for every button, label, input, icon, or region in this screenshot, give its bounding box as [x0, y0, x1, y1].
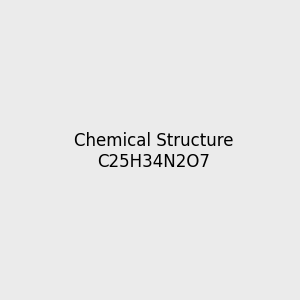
Text: Chemical Structure
C25H34N2O7: Chemical Structure C25H34N2O7 — [74, 132, 233, 171]
